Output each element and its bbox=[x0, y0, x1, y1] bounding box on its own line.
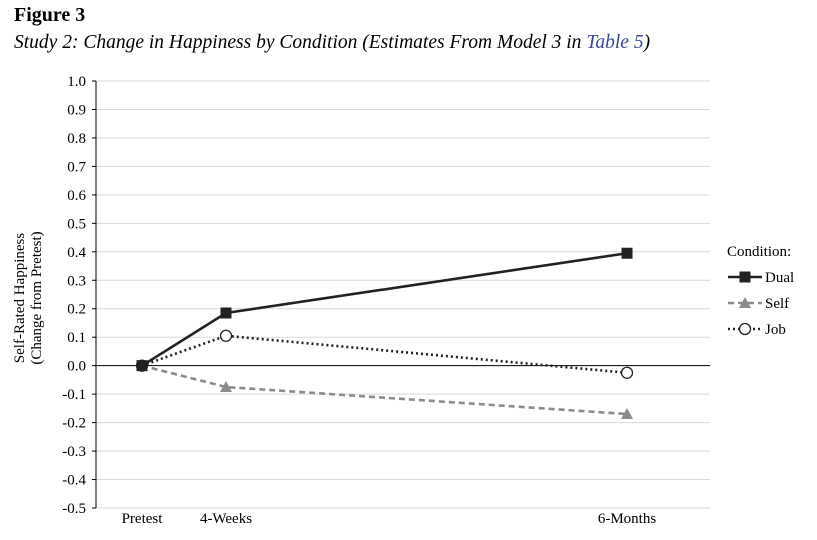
x-tick-label: 4-Weeks bbox=[200, 511, 252, 527]
y-tick-label: 0.5 bbox=[67, 216, 86, 232]
y-tick-label: -0.2 bbox=[62, 416, 86, 432]
y-tick-label: -0.4 bbox=[62, 473, 86, 489]
x-tick-label: 6-Months bbox=[598, 511, 657, 527]
legend-marker-dual bbox=[739, 271, 751, 283]
y-tick-label: 0.9 bbox=[67, 102, 86, 118]
y-tick-label: 0.3 bbox=[67, 273, 86, 289]
axes: 1.0 0.9 0.8 0.7 0.6 0.5 0.4 0.3 0.2 0.1 0.0 -0.1 -0.… bbox=[62, 74, 656, 527]
series-line-job bbox=[141, 334, 628, 375]
series-line-self bbox=[141, 364, 628, 416]
data-point-job bbox=[219, 329, 233, 342]
y-tick-label: 0.4 bbox=[67, 245, 86, 261]
caption-close: ) bbox=[643, 32, 651, 53]
legend: Condition: Dual Self Job bbox=[727, 244, 794, 338]
y-tick-label: -0.3 bbox=[62, 444, 86, 460]
data-point-dual bbox=[136, 360, 148, 372]
legend-title: Condition: bbox=[727, 244, 791, 260]
data-point-self bbox=[220, 381, 232, 393]
y-tick-label: -0.1 bbox=[62, 387, 86, 403]
data-point-self bbox=[621, 408, 633, 420]
legend-label-job: Job bbox=[765, 322, 786, 338]
gridlines bbox=[96, 80, 710, 509]
y-tick-label: 0.7 bbox=[67, 159, 86, 175]
table-5-link[interactable]: Table 5 bbox=[586, 32, 644, 53]
legend-marker-job bbox=[738, 322, 752, 336]
caption-text: Study 2: Change in Happiness by Conditio… bbox=[14, 32, 587, 53]
legend-label-self: Self bbox=[765, 296, 789, 312]
legend-marker-self bbox=[739, 297, 751, 308]
data-point-dual bbox=[220, 307, 232, 319]
y-tick-label: 0.6 bbox=[67, 188, 86, 204]
x-tick-label: Pretest bbox=[122, 511, 164, 527]
series-line-dual bbox=[141, 251, 628, 367]
y-tick-label: 0.1 bbox=[67, 330, 86, 346]
data-point-dual bbox=[621, 247, 633, 259]
y-axis-label-line1: Self-Rated Happiness bbox=[12, 233, 28, 364]
data-point-job bbox=[620, 366, 634, 379]
y-tick-label: -0.5 bbox=[62, 501, 86, 517]
figure-caption: Study 2: Change in Happiness by Conditio… bbox=[14, 32, 650, 54]
figure-label: Figure 3 bbox=[14, 4, 86, 26]
data-series bbox=[135, 247, 634, 420]
y-axis-label-line2: (Change from Pretest) bbox=[29, 231, 45, 364]
y-tick-label: 1.0 bbox=[67, 74, 86, 90]
y-tick-label: 0.8 bbox=[67, 131, 86, 147]
y-tick-label: 0.0 bbox=[67, 359, 86, 375]
legend-label-dual: Dual bbox=[765, 270, 794, 286]
y-tick-label: 0.2 bbox=[67, 302, 86, 318]
